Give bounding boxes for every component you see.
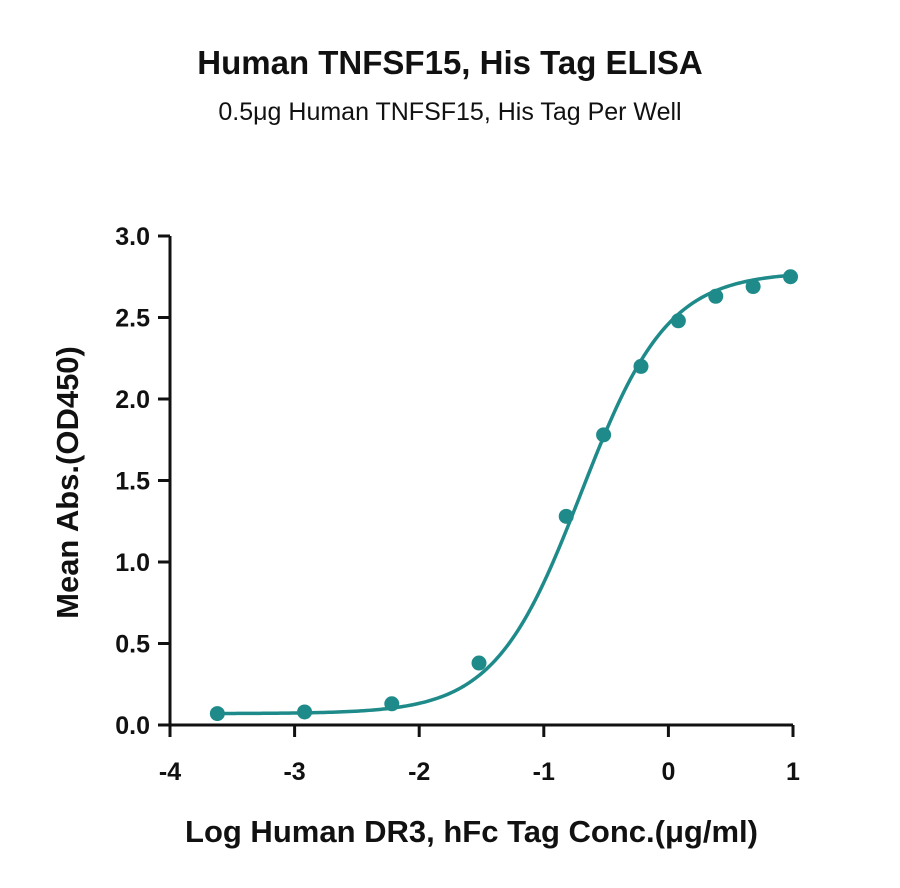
x-tick-label: -3 — [283, 758, 305, 786]
fit-curve — [217, 273, 791, 716]
data-point — [745, 279, 761, 295]
data-point — [670, 313, 686, 329]
fit-curve-layer — [217, 273, 791, 716]
data-point — [558, 508, 574, 524]
data-point — [209, 706, 225, 722]
y-tick-label: 2.0 — [115, 386, 150, 414]
y-tick-label: 1.5 — [115, 468, 150, 496]
data-point — [596, 427, 612, 443]
chart-subtitle: 0.5μg Human TNFSF15, His Tag Per Well — [218, 98, 682, 126]
data-point — [708, 288, 724, 304]
data-point — [297, 704, 313, 720]
data-point — [633, 358, 649, 374]
x-tick-label: 0 — [661, 758, 675, 786]
x-tick-label: -2 — [408, 758, 430, 786]
y-tick-label: 0.0 — [115, 712, 150, 740]
data-points-layer — [209, 269, 799, 722]
axes: 0.0 0.5 1.0 1.5 2.0 2.5 3.0 -4 -3 -2 -1 0 1 — [115, 223, 800, 786]
chart-title: Human TNFSF15, His Tag ELISA — [197, 44, 703, 81]
y-tick-label: 3.0 — [115, 223, 150, 251]
data-point — [783, 269, 799, 285]
data-point — [384, 696, 400, 712]
y-tick-label: 2.5 — [115, 305, 150, 333]
x-tick-label: -4 — [159, 758, 181, 786]
x-tick-label: -1 — [533, 758, 555, 786]
y-axis-title: Mean Abs.(OD450) — [50, 346, 85, 619]
data-point — [471, 655, 487, 671]
y-tick-label: 1.0 — [115, 549, 150, 577]
y-tick-label: 0.5 — [115, 631, 150, 659]
x-tick-label: 1 — [786, 758, 800, 786]
x-axis-title: Log Human DR3, hFc Tag Conc.(μg/ml) — [185, 814, 758, 849]
